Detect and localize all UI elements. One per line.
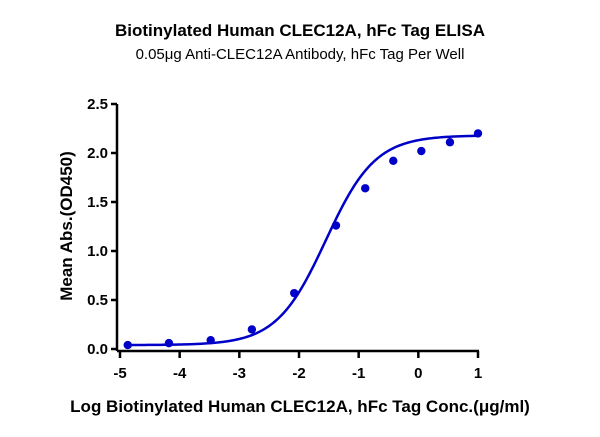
y-tick-label: 2.5 [87, 96, 108, 113]
x-tick-label: -5 [113, 365, 126, 382]
data-point [164, 338, 174, 348]
x-tick-label: -4 [173, 365, 187, 382]
data-point [389, 156, 398, 166]
data-point [473, 129, 483, 138]
chart-subtitle: 0.05μg Anti-CLEC12A Antibody, hFc Tag Pe… [135, 46, 465, 63]
data-point [290, 288, 299, 298]
y-tick-label: 1.5 [87, 194, 108, 211]
data-point [445, 138, 455, 147]
data-point [361, 184, 370, 193]
data-point [331, 221, 341, 230]
fit-curve [127, 134, 479, 347]
y-tick-label: 1.0 [87, 243, 108, 260]
data-points [123, 129, 483, 350]
y-tick-label: 0.0 [87, 341, 108, 358]
x-tick-label: 0 [414, 365, 422, 382]
x-axis-label: Log Biotinylated Human CLEC12A, hFc Tag … [70, 397, 530, 416]
y-axis-label: Mean Abs.(OD450) [57, 151, 76, 301]
x-tick-label: -2 [292, 365, 305, 382]
y-tick-label: 2.0 [87, 145, 108, 162]
data-point [247, 325, 257, 334]
data-point [206, 335, 215, 345]
data-point [123, 340, 132, 350]
data-point [417, 146, 426, 156]
chart-title: Biotinylated Human CLEC12A, hFc Tag ELIS… [115, 21, 485, 40]
x-tick-label: -1 [352, 365, 365, 382]
y-tick-label: 0.5 [87, 292, 108, 309]
x-tick-label: -3 [233, 365, 246, 382]
x-tick-label: 1 [474, 365, 482, 382]
axes: 0.0 0.5 1.0 1.5 2.0 2.5 -5 -4 -3 -2 -1 0 1 [87, 96, 482, 382]
